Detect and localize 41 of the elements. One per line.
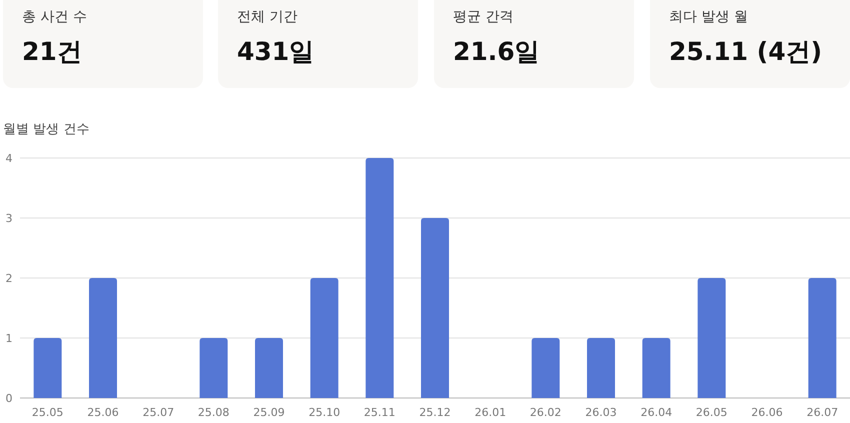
chart-title: 월별 발생 건수	[3, 122, 90, 137]
x-tick-label: 25.10	[308, 406, 340, 419]
bar	[532, 338, 560, 398]
x-tick-label: 25.09	[253, 406, 285, 419]
x-tick-label: 26.03	[585, 406, 617, 419]
x-tick-label: 25.06	[87, 406, 119, 419]
text: 최다 발생 월	[669, 9, 748, 25]
x-tick-label: 25.11	[364, 406, 396, 419]
bar	[255, 338, 283, 398]
x-tick-label: 26.01	[474, 406, 506, 419]
y-tick-label: 0	[6, 392, 12, 405]
bar	[587, 338, 615, 398]
text: 전체 기간	[237, 9, 298, 25]
bar	[310, 278, 338, 398]
text: 평균 간격	[453, 9, 514, 25]
x-tick-label: 26.06	[751, 406, 783, 419]
bar	[421, 218, 449, 398]
x-tick-label: 26.07	[806, 406, 838, 419]
bar	[34, 338, 62, 398]
text: 431일	[237, 37, 314, 66]
text: 25.11 (4건)	[669, 37, 822, 66]
bar	[89, 278, 117, 398]
bar	[698, 278, 726, 398]
x-tick-label: 25.05	[32, 406, 64, 419]
x-tick-label: 26.05	[696, 406, 728, 419]
y-tick-label: 4	[6, 152, 12, 165]
y-tick-label: 1	[6, 332, 12, 345]
text: 21건	[22, 37, 82, 66]
text: 총 사건 수	[22, 9, 87, 25]
y-tick-label: 2	[6, 272, 12, 285]
bar	[366, 158, 394, 398]
x-tick-label: 25.08	[198, 406, 230, 419]
x-tick-label: 26.04	[640, 406, 672, 419]
y-tick-label: 3	[6, 212, 12, 225]
x-tick-label: 26.02	[530, 406, 562, 419]
bar	[200, 338, 228, 398]
x-tick-label: 25.12	[419, 406, 451, 419]
text: 21.6일	[453, 37, 540, 66]
bar	[642, 338, 670, 398]
bar	[808, 278, 836, 398]
x-tick-label: 25.07	[142, 406, 174, 419]
